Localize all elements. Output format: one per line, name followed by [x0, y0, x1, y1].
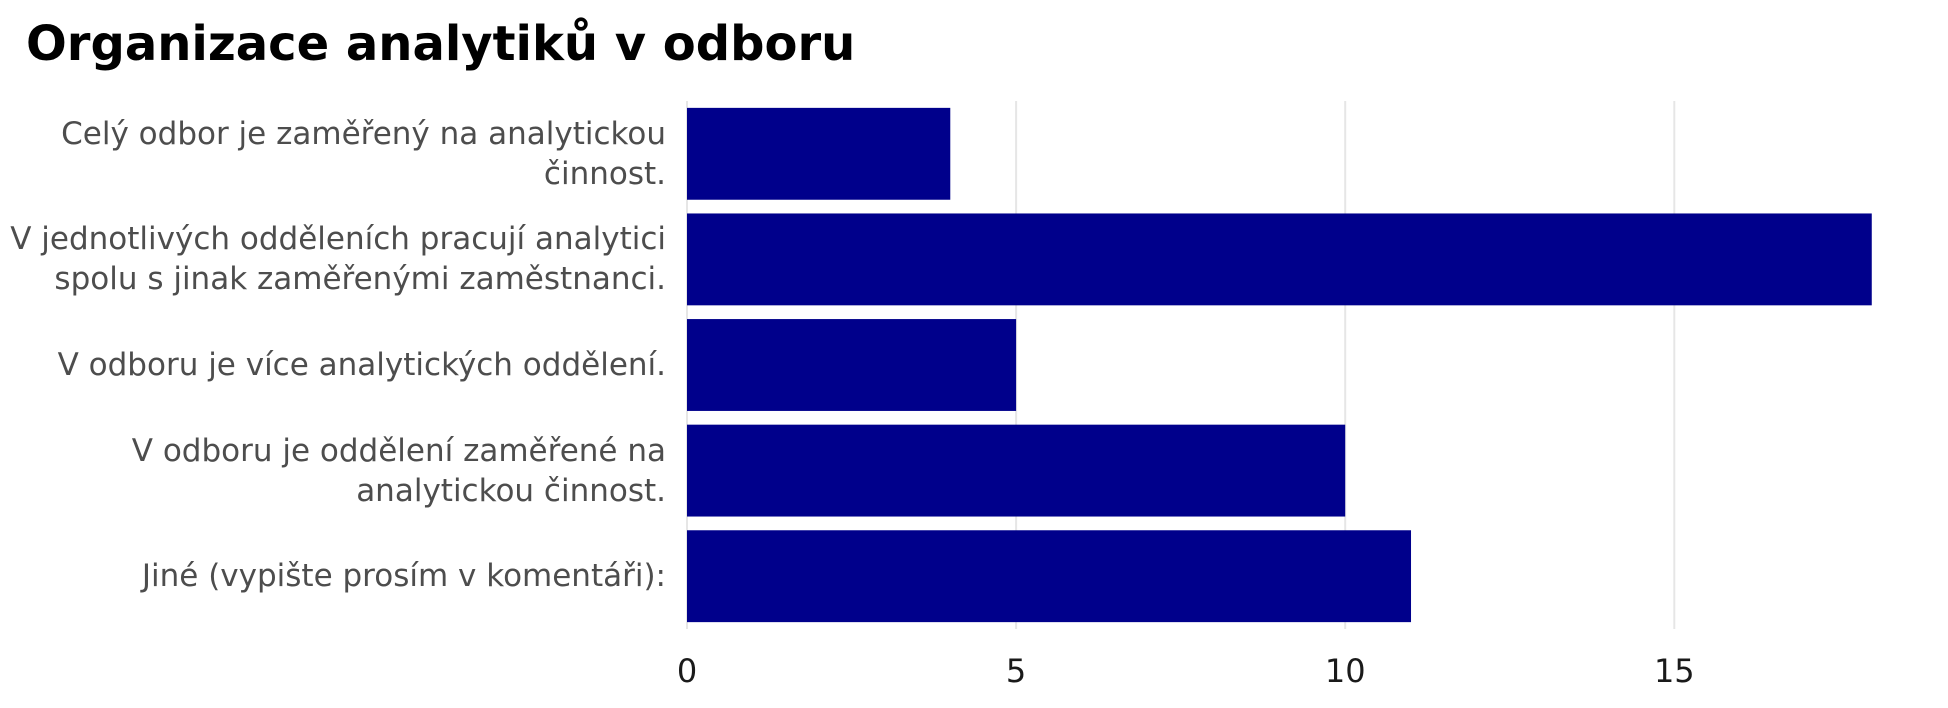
y-tick-label: V jednotlivých odděleních pracují analyt… — [10, 221, 666, 298]
x-tick-label: 5 — [1006, 652, 1026, 690]
x-tick-label: 10 — [1325, 652, 1366, 690]
bar — [687, 213, 1872, 306]
bar — [687, 530, 1412, 623]
x-tick-label: 15 — [1654, 652, 1695, 690]
chart-title: Organizace analytiků v odboru — [26, 16, 856, 72]
x-tick-label: 0 — [677, 652, 697, 690]
y-tick-label: V odboru je více analytických oddělení. — [57, 347, 666, 383]
bar — [687, 107, 951, 200]
bar — [687, 424, 1346, 517]
bar — [687, 319, 1017, 411]
y-tick-label: Jiné (vypište prosím v komentáři): — [141, 558, 666, 595]
y-tick-label: Celý odbor je zaměřený na analytickou či… — [61, 115, 666, 192]
y-tick-label: V odboru je oddělení zaměřené na analyti… — [131, 432, 666, 509]
